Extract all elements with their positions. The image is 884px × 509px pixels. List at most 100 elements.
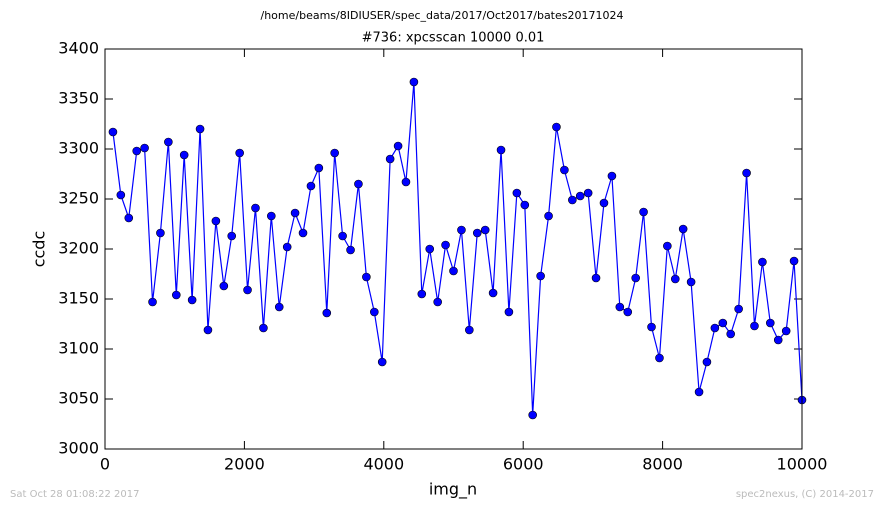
- data-point: [623, 307, 633, 317]
- data-point: [639, 207, 648, 217]
- data-point: [140, 143, 149, 153]
- data-point: [575, 191, 585, 201]
- data-point: [726, 329, 735, 339]
- data-point: [377, 357, 387, 367]
- data-point: [789, 256, 799, 266]
- data-point: [520, 200, 530, 210]
- x-tick-label: 6000: [503, 455, 544, 474]
- data-point: [781, 326, 791, 336]
- data-point: [591, 273, 601, 283]
- data-point: [663, 241, 672, 251]
- y-tick-label: 3150: [58, 289, 99, 308]
- data-point: [607, 171, 617, 181]
- data-point: [346, 245, 355, 255]
- data-point: [314, 163, 324, 173]
- data-point: [172, 290, 181, 300]
- data-point: [425, 244, 435, 254]
- y-tick-label: 3200: [58, 239, 99, 258]
- data-point: [298, 228, 308, 238]
- data-point: [211, 216, 221, 226]
- y-tick-label: 3000: [58, 439, 99, 458]
- footer-right: spec2nexus, (C) 2014-2017: [736, 489, 874, 500]
- data-point: [765, 318, 775, 328]
- data-point: [370, 307, 379, 317]
- data-point: [409, 77, 419, 87]
- data-point: [322, 308, 332, 318]
- data-point: [219, 281, 229, 291]
- data-point: [599, 198, 609, 208]
- y-tick-label: 3050: [58, 389, 99, 408]
- data-point: [670, 274, 680, 284]
- data-point: [734, 304, 743, 314]
- x-tick-label: 4000: [363, 455, 404, 474]
- data-point: [187, 295, 197, 305]
- data-point: [243, 285, 252, 295]
- data-point: [417, 289, 427, 299]
- data-point: [710, 323, 720, 333]
- data-point: [385, 154, 395, 164]
- data-point: [647, 322, 656, 332]
- data-point: [465, 325, 474, 335]
- y-tick-label: 3100: [58, 339, 99, 358]
- data-point: [338, 231, 347, 241]
- data-point: [267, 211, 276, 221]
- data-point: [694, 387, 704, 397]
- data-point: [702, 357, 712, 367]
- data-point: [441, 240, 450, 250]
- footer-left: Sat Oct 28 01:08:22 2017: [10, 489, 140, 500]
- data-point: [124, 213, 134, 223]
- data-point: [179, 150, 189, 160]
- data-point: [235, 148, 244, 158]
- data-point: [259, 323, 268, 333]
- data-point: [433, 297, 442, 307]
- x-tick-label: 0: [100, 455, 110, 474]
- data-point: [203, 325, 213, 335]
- data-point: [274, 302, 284, 312]
- data-point: [512, 188, 522, 198]
- data-point: [560, 165, 569, 175]
- data-point: [655, 353, 664, 363]
- y-tick-label: 3300: [58, 139, 99, 158]
- data-point: [544, 211, 553, 221]
- y-tick-label: 3400: [58, 39, 99, 58]
- data-point: [148, 297, 157, 307]
- data-point: [164, 137, 173, 147]
- data-point: [449, 266, 458, 276]
- data-point: [750, 321, 759, 331]
- data-point: [362, 272, 371, 282]
- data-point: [488, 288, 498, 298]
- data-point: [195, 124, 205, 134]
- x-tick-label: 10000: [777, 455, 828, 474]
- plot-frame: [104, 48, 803, 450]
- x-tick-label: 2000: [224, 455, 265, 474]
- chart-title: #736: xpcsscan 10000 0.01: [362, 31, 545, 46]
- data-point: [401, 177, 411, 187]
- data-point: [496, 145, 506, 155]
- data-point: [227, 231, 237, 241]
- data-point: [568, 195, 577, 205]
- y-axis-label: ccdc: [30, 231, 49, 268]
- data-point: [742, 168, 751, 178]
- x-tick-label: 8000: [642, 455, 683, 474]
- data-point: [686, 277, 696, 287]
- data-point: [536, 271, 545, 281]
- data-point: [457, 225, 466, 235]
- data-point: [132, 146, 142, 156]
- data-point: [251, 203, 260, 213]
- data-point: [552, 122, 561, 132]
- data-point: [615, 302, 625, 312]
- x-axis-label: img_n: [429, 480, 477, 500]
- data-point: [583, 188, 593, 198]
- data-point: [504, 307, 514, 317]
- data-point: [282, 242, 292, 252]
- data-point: [631, 273, 640, 283]
- data-point: [773, 335, 783, 345]
- data-point: [528, 410, 537, 420]
- data-point: [678, 224, 688, 234]
- data-point: [758, 257, 767, 267]
- y-tick-label: 3350: [58, 89, 99, 108]
- data-point: [330, 148, 339, 158]
- data-point: [480, 225, 490, 235]
- data-point: [354, 179, 363, 189]
